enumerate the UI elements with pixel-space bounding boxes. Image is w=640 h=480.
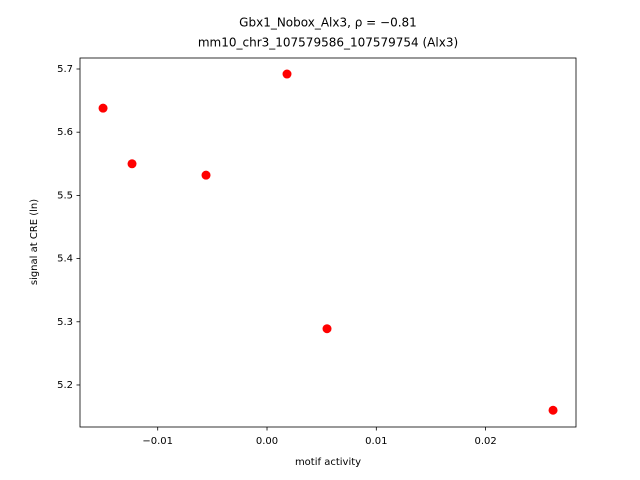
scatter-point <box>127 159 137 169</box>
y-tick-label: 5.2 <box>57 380 73 391</box>
y-tick-label: 5.4 <box>57 254 73 265</box>
scatter-point <box>282 69 292 79</box>
x-tick-label: −0.01 <box>142 436 173 447</box>
y-tick-label: 5.5 <box>57 190 73 201</box>
scatter-point <box>201 170 211 180</box>
scatter-point <box>98 103 108 113</box>
x-axis-label: motif activity <box>295 457 361 468</box>
y-tick-label: 5.6 <box>57 127 73 138</box>
x-tick-label: 0.00 <box>256 436 278 447</box>
y-tick-label: 5.3 <box>57 317 73 328</box>
x-tick-label: 0.01 <box>365 436 387 447</box>
y-tick-label: 5.7 <box>57 64 73 75</box>
scatter-point <box>548 405 558 415</box>
chart-subtitle: mm10_chr3_107579586_107579754 (Alx3) <box>198 36 458 50</box>
x-tick-label: 0.02 <box>474 436 496 447</box>
scatter-point <box>322 324 332 334</box>
chart-title: Gbx1_Nobox_Alx3, ρ = −0.81 <box>239 16 417 30</box>
plot-frame <box>79 57 577 428</box>
y-axis-label: signal at CRE (ln) <box>29 199 40 285</box>
